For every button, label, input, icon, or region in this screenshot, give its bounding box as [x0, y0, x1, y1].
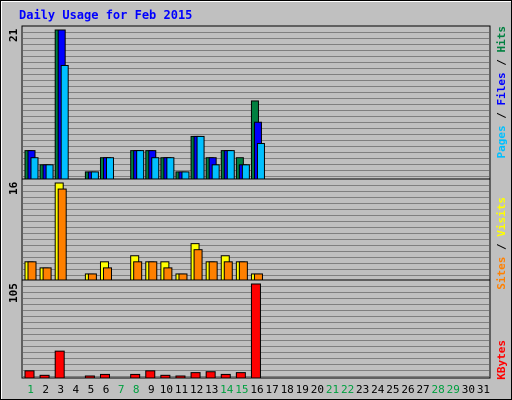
legend-kbytes: KBytes: [495, 340, 508, 380]
bar-pages-day-5: [90, 171, 99, 180]
legend-sites: Sites: [495, 257, 508, 290]
svg-text:Pages / Files / Hits: Pages / Files / Hits: [495, 26, 508, 159]
legend-visits: Visits: [495, 197, 508, 237]
bar-sites-day-1: [27, 261, 37, 281]
bar-sites-day-6: [102, 267, 112, 281]
day-label-4: 4: [73, 383, 80, 396]
day-label-17: 17: [265, 383, 278, 396]
svg-text:KBytes: KBytes: [495, 340, 508, 380]
chart-title: Daily Usage for Feb 2015: [19, 8, 192, 22]
max-value-label-hits-files-pages: 21: [7, 28, 20, 42]
bar-sites-day-9: [148, 261, 158, 281]
bar-kbytes-day-8: [130, 373, 141, 379]
day-label-11: 11: [175, 383, 188, 396]
bar-kbytes-day-12: [190, 372, 201, 379]
day-label-10: 10: [160, 383, 173, 396]
day-label-6: 6: [103, 383, 110, 396]
day-labels: 1 2 3 4 5 6 7 8 9 10 11 12 13 14 15 16 17 18 19 20 21 22 23 24 2…: [27, 383, 490, 396]
day-label-22: 22: [341, 383, 354, 396]
day-label-9: 9: [148, 383, 155, 396]
day-label-14: 14: [220, 383, 234, 396]
panel-area-visits-sites: [21, 178, 491, 281]
bar-sites-day-12: [193, 249, 203, 281]
bar-sites-day-13: [208, 261, 218, 281]
bar-kbytes-day-1: [24, 370, 35, 379]
day-label-23: 23: [356, 383, 369, 396]
bar-pages-day-12: [196, 135, 205, 180]
legend-pages: Pages: [495, 125, 508, 158]
day-label-13: 13: [205, 383, 218, 396]
bar-sites-day-2: [42, 267, 52, 281]
bar-pages-day-14: [226, 150, 235, 180]
bar-pages-day-11: [181, 171, 190, 180]
bar-pages-day-15: [241, 164, 250, 180]
bar-sites-day-14: [223, 261, 233, 281]
bar-pages-day-2: [45, 164, 54, 180]
day-label-21: 21: [326, 383, 339, 396]
bar-sites-day-8: [133, 261, 143, 281]
bar-pages-day-16: [256, 143, 265, 180]
bar-kbytes-day-2: [39, 374, 50, 379]
day-label-2: 2: [42, 383, 49, 396]
day-label-15: 15: [235, 383, 248, 396]
day-label-3: 3: [57, 383, 64, 396]
bar-sites-day-10: [163, 267, 173, 281]
day-label-25: 25: [386, 383, 399, 396]
day-label-5: 5: [88, 383, 95, 396]
day-label-19: 19: [296, 383, 309, 396]
bar-kbytes-day-11: [175, 375, 186, 379]
legend-files: Files: [495, 72, 508, 105]
bar-pages-day-10: [166, 157, 175, 180]
bar-sites-day-11: [178, 273, 188, 281]
bar-pages-day-3: [60, 64, 69, 180]
bar-kbytes-day-3: [54, 350, 65, 379]
bar-kbytes-day-14: [220, 373, 231, 379]
day-label-29: 29: [447, 383, 460, 396]
day-label-28: 28: [432, 383, 445, 396]
panel-kbytes: 105: [7, 279, 491, 379]
bar-sites-day-5: [87, 273, 97, 281]
day-label-27: 27: [416, 383, 429, 396]
bar-pages-day-1: [30, 157, 39, 180]
bar-kbytes-day-6: [99, 373, 110, 379]
legend-hits-files-pages: Pages / Files / Hits: [495, 26, 508, 159]
day-label-26: 26: [401, 383, 414, 396]
bar-pages-day-6: [105, 157, 114, 180]
panel-hits-files-pages: 21: [7, 25, 491, 180]
bar-sites-day-16: [253, 273, 263, 281]
bar-kbytes-day-13: [205, 371, 216, 379]
bar-pages-day-13: [211, 164, 220, 180]
bar-kbytes-day-5: [84, 375, 95, 379]
svg-text:Sites / Visits: Sites / Visits: [495, 197, 508, 290]
day-label-30: 30: [462, 383, 475, 396]
day-label-18: 18: [281, 383, 294, 396]
bar-kbytes-day-15: [235, 372, 246, 379]
panel-visits-sites: 16: [7, 178, 491, 281]
day-label-7: 7: [118, 383, 125, 396]
day-label-16: 16: [250, 383, 263, 396]
chart-panels: 21 16 105: [7, 25, 491, 379]
bar-pages-day-9: [151, 157, 160, 180]
bar-kbytes-day-16: [250, 283, 261, 379]
bar-kbytes-day-9: [145, 370, 156, 379]
day-label-31: 31: [477, 383, 490, 396]
bar-sites-day-15: [238, 261, 248, 281]
bar-kbytes-day-10: [160, 374, 171, 379]
max-value-label-visits-sites: 16: [7, 181, 20, 195]
legend-visits-sites: Sites / Visits: [495, 197, 508, 290]
day-label-12: 12: [190, 383, 203, 396]
legend-kbytes: KBytes: [495, 340, 508, 380]
day-label-8: 8: [133, 383, 140, 396]
bar-pages-day-8: [136, 150, 145, 180]
max-value-label-kbytes: 105: [7, 283, 20, 303]
day-label-20: 20: [311, 383, 324, 396]
day-label-1: 1: [27, 383, 34, 396]
legend-hits: Hits: [495, 26, 508, 53]
day-label-24: 24: [371, 383, 385, 396]
bar-sites-day-3: [57, 188, 67, 281]
